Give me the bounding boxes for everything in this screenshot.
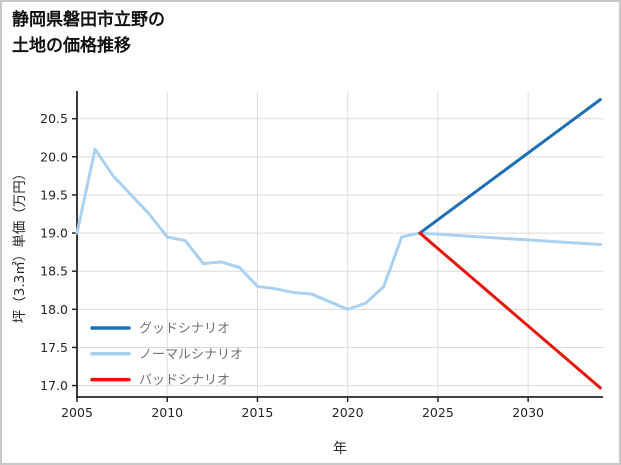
x-tick-label: 2005 xyxy=(61,405,93,420)
chart-title-line1: 静岡県磐田市立野の xyxy=(12,10,165,30)
chart-title-line2: 土地の価格推移 xyxy=(12,35,131,56)
y-tick-label: 19.5 xyxy=(40,187,68,202)
y-tick-label: 18.0 xyxy=(40,302,68,317)
x-tick-label: 2010 xyxy=(151,405,183,420)
x-axis-label: 年 xyxy=(333,441,347,457)
x-tick-label: 2020 xyxy=(332,405,364,420)
x-tick-label: 2030 xyxy=(512,405,544,420)
y-tick-label: 20.5 xyxy=(40,111,68,126)
legend-label-bad-scenario: バッドシナリオ xyxy=(139,373,230,388)
series-line-good-scenario xyxy=(418,98,602,235)
y-tick-label: 17.0 xyxy=(40,378,68,393)
series-line-normal-scenario xyxy=(75,147,602,311)
x-tick-label: 2015 xyxy=(242,405,274,420)
y-tick-label: 18.5 xyxy=(40,264,68,279)
chart-title: 静岡県磐田市立野の 土地の価格推移 xyxy=(12,8,165,59)
x-tick-label: 2025 xyxy=(422,405,454,420)
legend-label-good-scenario: グッドシナリオ xyxy=(139,322,230,337)
y-tick-label: 17.5 xyxy=(40,340,68,355)
axes: 17.0 17.5 18.0 18.5 19.0 19.5 20.0 20.5 2005 2010… xyxy=(40,91,603,420)
series-line-bad-scenario xyxy=(418,231,602,390)
y-tick-label: 20.0 xyxy=(40,149,68,164)
legend-label-normal-scenario: ノーマルシナリオ xyxy=(139,347,243,362)
y-tick-label: 19.0 xyxy=(40,226,68,241)
